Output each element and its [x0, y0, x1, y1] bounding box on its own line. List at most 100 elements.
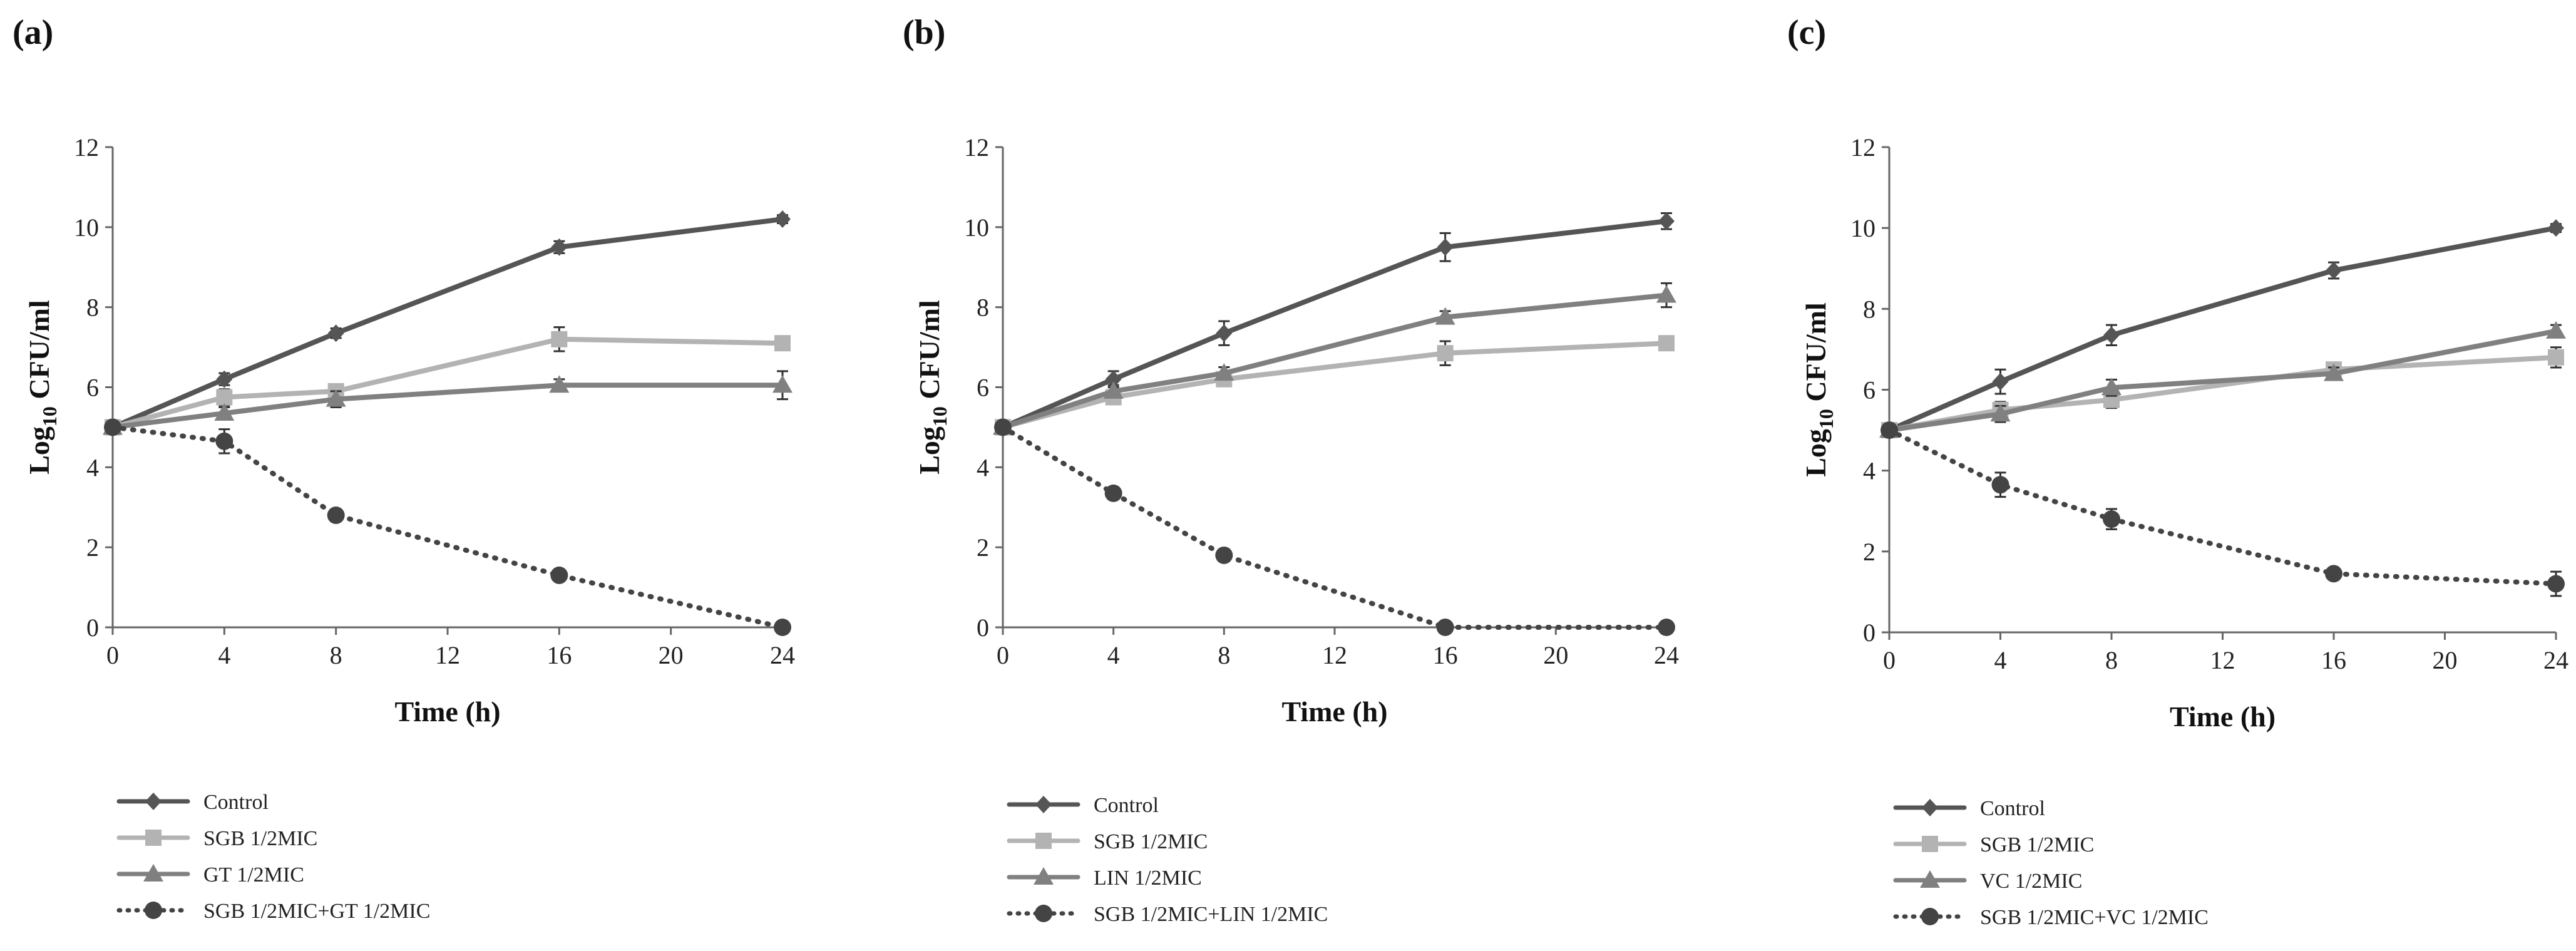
y-tick-label: 12 — [74, 133, 99, 162]
data-point-diamond — [1437, 238, 1454, 256]
data-point-square — [1437, 345, 1454, 362]
y-axis-title-unit: CFU/ml — [23, 300, 55, 406]
data-point-circle — [1215, 546, 1233, 564]
y-tick-label: 2 — [86, 533, 99, 562]
series-line — [1887, 428, 2558, 587]
legend-label: Control — [1094, 794, 1159, 817]
legend-label: SGB 1/2MIC — [1980, 833, 2094, 856]
data-point-diamond — [1105, 370, 1122, 388]
series-1 — [105, 326, 791, 436]
y-tick-label: 0 — [977, 614, 989, 642]
data-point-circle — [1104, 484, 1122, 502]
legend-marker-triangle — [1920, 870, 1940, 888]
y-axis-title: Log10 CFU/ml — [23, 300, 61, 475]
x-tick-label: 12 — [1322, 641, 1347, 669]
legend-item-3: SGB 1/2MIC+LIN 1/2MIC — [1007, 903, 1328, 926]
y-tick-label: 8 — [977, 294, 989, 322]
legend-item-2: GT 1/2MIC — [116, 863, 304, 887]
y-tick-label: 12 — [964, 133, 989, 162]
x-tick-label: 8 — [330, 641, 342, 669]
y-tick-label: 0 — [1863, 619, 1876, 647]
legend-marker-triangle — [1034, 867, 1054, 885]
data-point-square — [774, 335, 791, 352]
legend-label: SGB 1/2MIC — [1094, 830, 1208, 853]
series-line — [1000, 292, 1669, 430]
x-tick-label: 20 — [659, 641, 684, 669]
panel-label: (c) — [1787, 13, 1826, 52]
data-point-diamond — [327, 324, 344, 342]
y-tick-label: 2 — [1863, 538, 1876, 566]
x-tick-label: 4 — [218, 641, 230, 669]
data-point-square — [551, 331, 568, 347]
x-tick-label: 8 — [2105, 646, 2118, 674]
legend-marker-square — [1035, 833, 1052, 849]
panel-label: (a) — [13, 13, 53, 52]
data-point-triangle — [214, 403, 235, 421]
x-axis-title: Time (h) — [394, 696, 500, 727]
y-tick-label: 0 — [86, 614, 99, 642]
y-tick-label: 10 — [964, 213, 989, 242]
legend-label: SGB 1/2MIC — [203, 827, 317, 850]
data-point-circle — [2325, 565, 2343, 583]
legend-item-3: SGB 1/2MIC+GT 1/2MIC — [116, 900, 430, 923]
data-point-triangle — [1214, 363, 1234, 381]
legend-marker-diamond — [145, 793, 162, 810]
series-1 — [1881, 346, 2564, 439]
y-tick-label: 8 — [86, 294, 99, 322]
series-3 — [104, 418, 791, 636]
x-tick-label: 16 — [2321, 646, 2346, 674]
y-tick-label: 2 — [977, 533, 989, 562]
x-tick-label: 12 — [2210, 646, 2235, 674]
data-point-circle — [104, 418, 121, 436]
series-line — [110, 383, 785, 430]
legend-label: Control — [203, 791, 269, 814]
x-tick-label: 24 — [1654, 641, 1679, 669]
legend-item-1: SGB 1/2MIC — [116, 827, 317, 850]
series-0 — [1881, 219, 2564, 440]
data-point-square — [1658, 335, 1675, 352]
data-point-circle — [2547, 575, 2565, 593]
data-point-triangle — [549, 375, 570, 393]
data-point-diamond — [2326, 261, 2342, 279]
y-axis-title-main: Log — [913, 426, 945, 475]
legend-marker-circle — [145, 902, 162, 919]
data-point-circle — [994, 418, 1012, 436]
series-2 — [103, 370, 793, 435]
x-axis-title: Time (h) — [2170, 701, 2276, 733]
y-axis-title-main: Log — [1800, 429, 1832, 477]
y-tick-label: 4 — [86, 453, 99, 481]
y-tick-label: 4 — [977, 453, 989, 481]
y-tick-label: 8 — [1863, 295, 1876, 323]
x-tick-label: 24 — [770, 641, 795, 669]
x-tick-label: 0 — [106, 641, 119, 669]
data-point-circle — [2103, 510, 2120, 528]
y-axis-title: Log10 CFU/ml — [913, 300, 951, 475]
data-point-circle — [1881, 421, 1898, 440]
data-point-diamond — [1992, 373, 2009, 391]
data-point-diamond — [2103, 326, 2120, 344]
x-tick-label: 20 — [1543, 641, 1568, 669]
legend-marker-square — [145, 830, 162, 846]
series-line — [1887, 225, 2558, 433]
data-point-triangle — [326, 389, 346, 407]
legend-item-1: SGB 1/2MIC — [1893, 833, 2094, 856]
series-line — [1000, 424, 1669, 630]
data-point-triangle — [1656, 285, 1676, 303]
legend-item-0: Control — [1893, 797, 2045, 820]
x-tick-label: 0 — [997, 641, 1009, 669]
y-axis-title-unit: CFU/ml — [913, 300, 945, 406]
series-3 — [994, 418, 1675, 636]
x-tick-label: 4 — [1994, 646, 2007, 674]
data-point-triangle — [772, 375, 793, 393]
legend-item-0: Control — [1007, 794, 1159, 817]
series-2 — [1879, 321, 2566, 438]
y-axis-title-main: Log — [23, 426, 55, 475]
legend-item-2: VC 1/2MIC — [1893, 870, 2082, 893]
data-point-diamond — [551, 238, 568, 256]
legend-item-1: SGB 1/2MIC — [1007, 830, 1208, 853]
data-point-circle — [327, 506, 345, 525]
data-point-circle — [1991, 476, 2009, 494]
y-axis-title-unit: CFU/ml — [1800, 302, 1832, 409]
